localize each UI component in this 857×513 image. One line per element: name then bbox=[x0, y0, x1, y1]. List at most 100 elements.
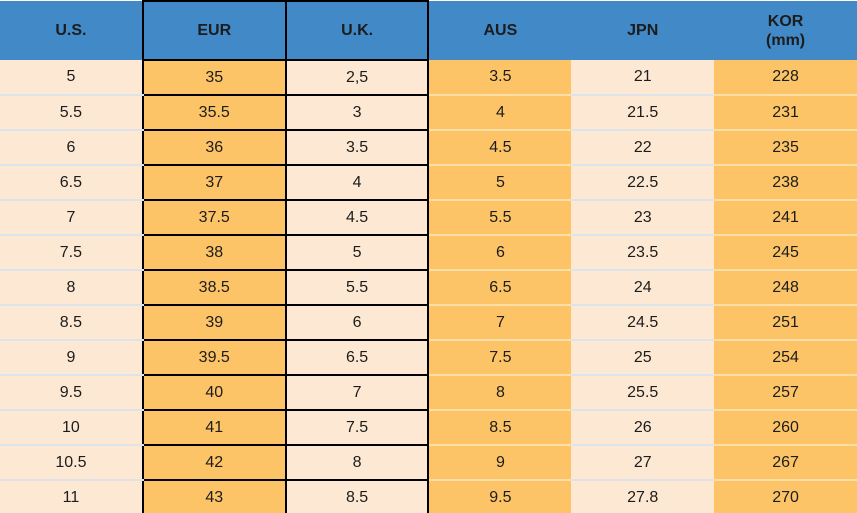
cell-uk: 6.5 bbox=[284, 339, 430, 376]
cell-jpn: 21.5 bbox=[571, 95, 715, 131]
table-row: 6 36 3.5 4.5 22 235 bbox=[0, 129, 857, 166]
cell-aus: 8 bbox=[428, 375, 572, 411]
cell-jpn: 22.5 bbox=[571, 165, 715, 201]
table-row: 10 41 7.5 8.5 26 260 bbox=[0, 409, 857, 446]
cell-jpn: 23.5 bbox=[571, 235, 715, 271]
cell-aus: 8.5 bbox=[428, 410, 572, 446]
cell-jpn: 25.5 bbox=[571, 375, 715, 411]
cell-uk: 8.5 bbox=[284, 479, 430, 513]
cell-jpn: 23 bbox=[571, 200, 715, 236]
cell-aus: 4.5 bbox=[428, 130, 572, 166]
header-cell-us: U.S. bbox=[0, 1, 143, 60]
cell-jpn: 21 bbox=[571, 60, 715, 96]
cell-aus: 6 bbox=[428, 235, 572, 271]
header-label-line: KOR bbox=[767, 12, 804, 30]
cell-eur: 39.5 bbox=[141, 339, 287, 376]
table-row: 11 43 8.5 9.5 27.8 270 bbox=[0, 479, 857, 513]
cell-kor: 251 bbox=[714, 305, 857, 341]
cell-eur: 39 bbox=[141, 304, 287, 341]
cell-uk: 4.5 bbox=[284, 199, 430, 236]
cell-us: 7 bbox=[0, 200, 143, 236]
cell-kor: 257 bbox=[714, 375, 857, 411]
cell-aus: 7 bbox=[428, 305, 572, 341]
cell-kor: 231 bbox=[714, 95, 857, 131]
cell-aus: 5 bbox=[428, 165, 572, 201]
header-cell-uk: U.K. bbox=[284, 0, 430, 61]
cell-us: 10.5 bbox=[0, 445, 143, 481]
cell-eur: 42 bbox=[141, 444, 287, 481]
table-row: 9.5 40 7 8 25.5 257 bbox=[0, 374, 857, 411]
header-cell-jpn: JPN bbox=[571, 1, 715, 60]
cell-us: 7.5 bbox=[0, 235, 143, 271]
cell-aus: 9 bbox=[428, 445, 572, 481]
header-cell-kor: KOR (mm) bbox=[714, 1, 857, 60]
cell-uk: 8 bbox=[284, 444, 430, 481]
cell-eur: 41 bbox=[141, 409, 287, 446]
cell-uk: 4 bbox=[284, 164, 430, 201]
cell-jpn: 27 bbox=[571, 445, 715, 481]
table-row: 8 38.5 5.5 6.5 24 248 bbox=[0, 269, 857, 306]
cell-us: 6 bbox=[0, 130, 143, 166]
cell-uk: 2,5 bbox=[284, 59, 430, 96]
cell-kor: 245 bbox=[714, 235, 857, 271]
cell-us: 9 bbox=[0, 340, 143, 376]
table-row: 7.5 38 5 6 23.5 245 bbox=[0, 234, 857, 271]
table-row: 5 35 2,5 3.5 21 228 bbox=[0, 59, 857, 96]
cell-us: 5 bbox=[0, 60, 143, 96]
cell-eur: 36 bbox=[141, 129, 287, 166]
cell-us: 5.5 bbox=[0, 95, 143, 131]
cell-us: 6.5 bbox=[0, 165, 143, 201]
cell-aus: 5.5 bbox=[428, 200, 572, 236]
cell-uk: 5.5 bbox=[284, 269, 430, 306]
header-row: U.S. EUR U.K. AUS JPN KOR (mm) bbox=[0, 0, 857, 61]
cell-eur: 37.5 bbox=[141, 199, 287, 236]
cell-uk: 5 bbox=[284, 234, 430, 271]
cell-kor: 270 bbox=[714, 480, 857, 513]
cell-kor: 241 bbox=[714, 200, 857, 236]
cell-uk: 7 bbox=[284, 374, 430, 411]
cell-eur: 40 bbox=[141, 374, 287, 411]
cell-us: 11 bbox=[0, 480, 143, 513]
cell-jpn: 24.5 bbox=[571, 305, 715, 341]
header-label-line: (mm) bbox=[766, 31, 806, 49]
cell-eur: 35 bbox=[141, 59, 287, 96]
cell-kor: 267 bbox=[714, 445, 857, 481]
cell-us: 8 bbox=[0, 270, 143, 306]
table-row: 5.5 35.5 3 4 21.5 231 bbox=[0, 94, 857, 131]
cell-us: 9.5 bbox=[0, 375, 143, 411]
cell-kor: 238 bbox=[714, 165, 857, 201]
cell-aus: 4 bbox=[428, 95, 572, 131]
cell-uk: 6 bbox=[284, 304, 430, 341]
cell-us: 10 bbox=[0, 410, 143, 446]
table-row: 8.5 39 6 7 24.5 251 bbox=[0, 304, 857, 341]
header-cell-eur: EUR bbox=[141, 0, 287, 61]
table-row: 10.5 42 8 9 27 267 bbox=[0, 444, 857, 481]
cell-eur: 38 bbox=[141, 234, 287, 271]
header-cell-aus: AUS bbox=[428, 1, 572, 60]
cell-eur: 38.5 bbox=[141, 269, 287, 306]
table-row: 6.5 37 4 5 22.5 238 bbox=[0, 164, 857, 201]
cell-aus: 3.5 bbox=[428, 60, 572, 96]
cell-uk: 3 bbox=[284, 94, 430, 131]
table-header: U.S. EUR U.K. AUS JPN KOR (mm) bbox=[0, 0, 857, 61]
table-row: 7 37.5 4.5 5.5 23 241 bbox=[0, 199, 857, 236]
cell-jpn: 25 bbox=[571, 340, 715, 376]
cell-uk: 3.5 bbox=[284, 129, 430, 166]
cell-eur: 37 bbox=[141, 164, 287, 201]
cell-jpn: 24 bbox=[571, 270, 715, 306]
cell-kor: 228 bbox=[714, 60, 857, 96]
cell-eur: 35.5 bbox=[141, 94, 287, 131]
cell-us: 8.5 bbox=[0, 305, 143, 341]
cell-aus: 7.5 bbox=[428, 340, 572, 376]
cell-jpn: 26 bbox=[571, 410, 715, 446]
cell-kor: 248 bbox=[714, 270, 857, 306]
cell-kor: 235 bbox=[714, 130, 857, 166]
table-row: 9 39.5 6.5 7.5 25 254 bbox=[0, 339, 857, 376]
cell-kor: 260 bbox=[714, 410, 857, 446]
table-body: 5 35 2,5 3.5 21 228 5.5 35.5 3 4 21.5 231 6 36 3.5 4.5 2… bbox=[0, 59, 857, 513]
cell-aus: 9.5 bbox=[428, 480, 572, 513]
cell-jpn: 27.8 bbox=[571, 480, 715, 513]
cell-aus: 6.5 bbox=[428, 270, 572, 306]
